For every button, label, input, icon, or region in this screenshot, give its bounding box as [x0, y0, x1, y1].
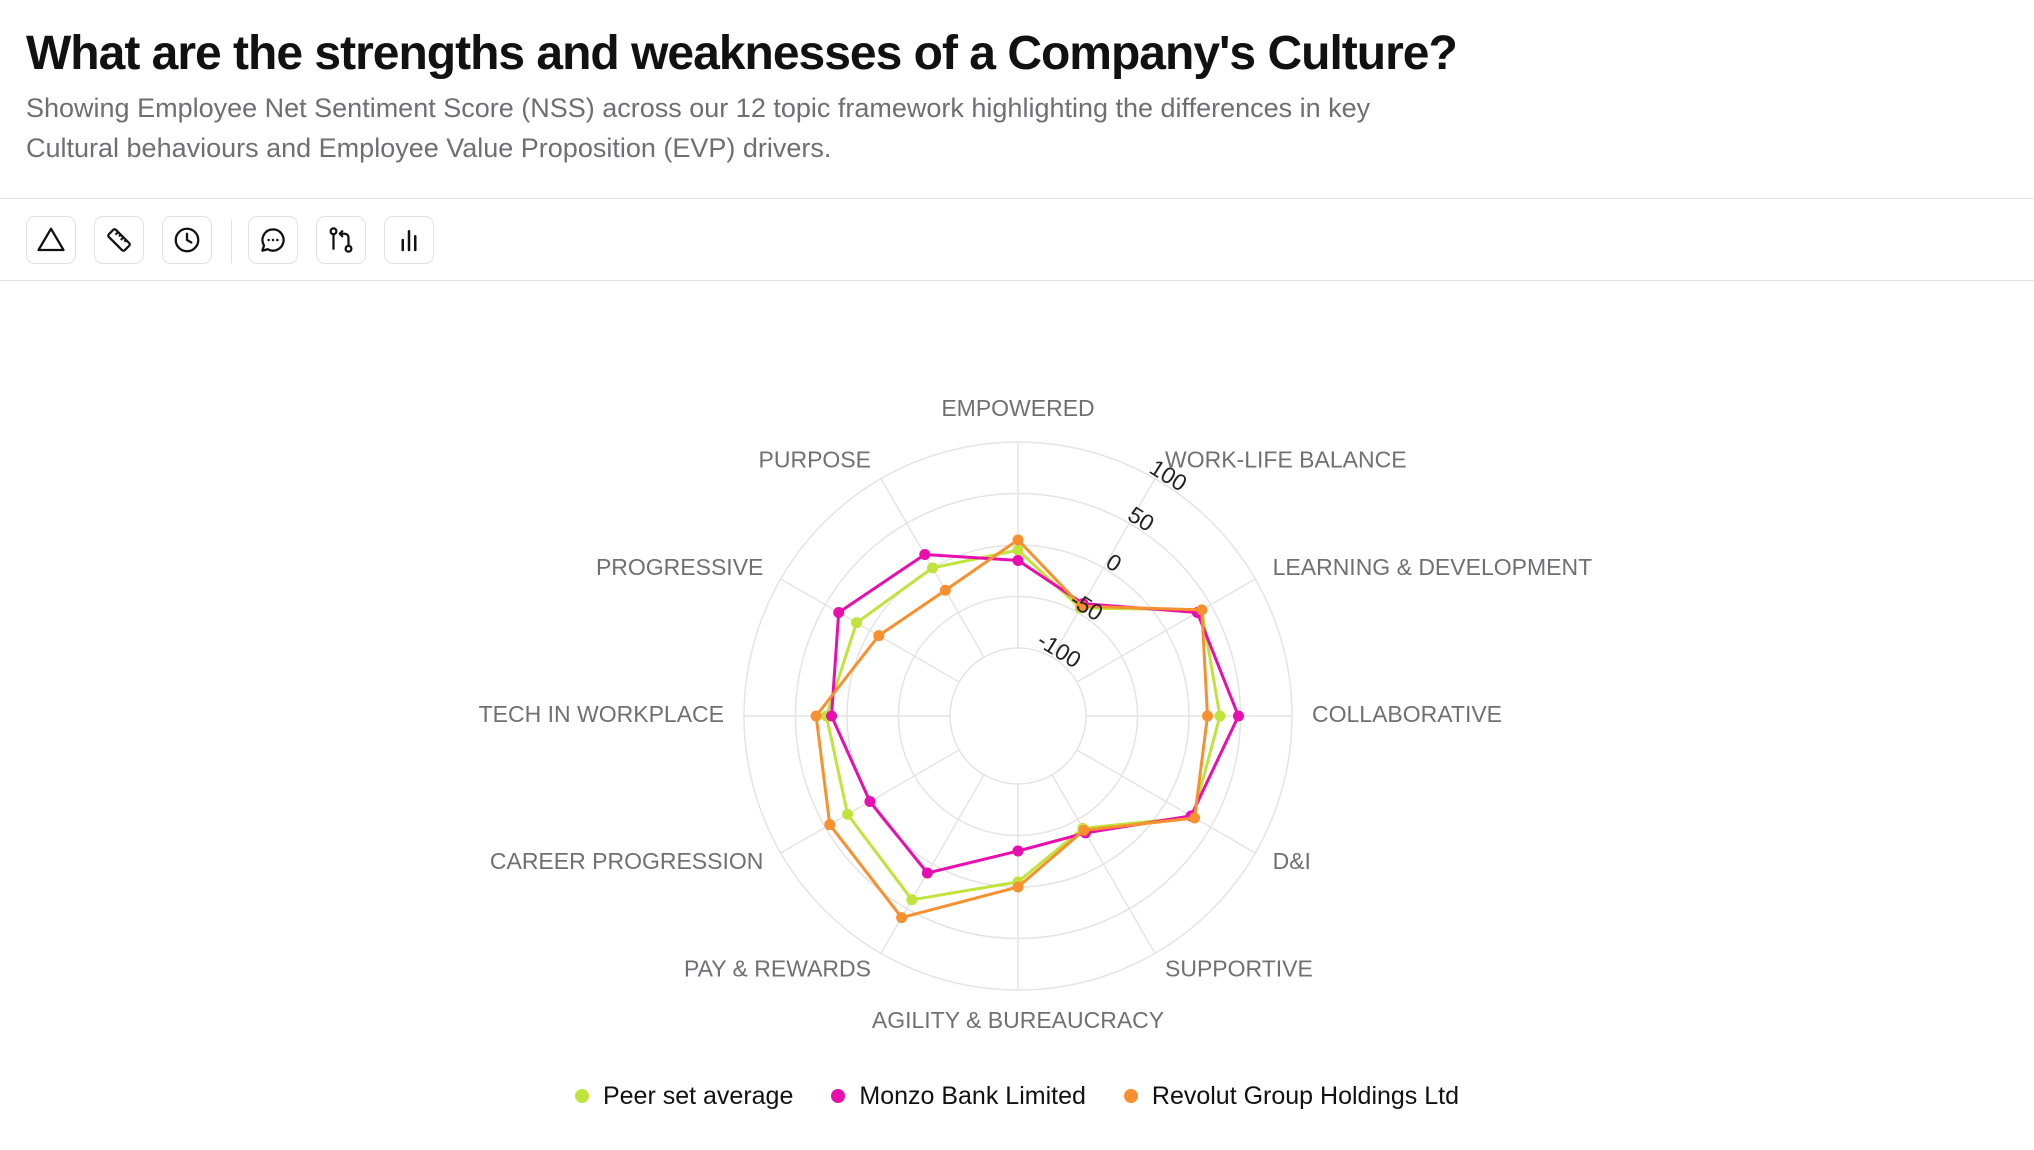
chart-legend: Peer set average Monzo Bank Limited Revolu…	[0, 1076, 2034, 1116]
category-label: PAY & REWARDS	[684, 956, 871, 982]
triangle-icon	[37, 227, 65, 252]
page-title: What are the strengths and weaknesses of…	[26, 27, 1458, 80]
data-point[interactable]	[842, 808, 854, 820]
bar-chart-icon	[401, 230, 417, 252]
data-point[interactable]	[1078, 824, 1090, 836]
radial-tick-label: 50	[1123, 501, 1158, 537]
data-point[interactable]	[1012, 544, 1024, 556]
data-point[interactable]	[826, 710, 838, 722]
legend-label: Peer set average	[602, 1081, 794, 1110]
category-label: TECH IN WORKPLACE	[479, 701, 724, 727]
data-point[interactable]	[1012, 845, 1024, 857]
grid-spoke	[1051, 478, 1156, 658]
data-point[interactable]	[939, 584, 951, 596]
category-label: COLLABORATIVE	[1312, 701, 1502, 727]
legend-label: Revolut Group Holdings Ltd	[1151, 1081, 1460, 1110]
data-point[interactable]	[824, 819, 836, 831]
bar-chart-button[interactable]	[384, 216, 434, 264]
clock-icon	[174, 227, 200, 253]
comments-button[interactable]	[248, 216, 298, 264]
grid-spoke	[1076, 749, 1256, 854]
data-point[interactable]	[919, 549, 931, 561]
git-compare-icon	[329, 227, 353, 253]
radial-tick-label: -50	[1066, 586, 1108, 626]
measure-button[interactable]	[94, 216, 144, 264]
legend-label: Monzo Bank Limited	[859, 1081, 1086, 1110]
data-point[interactable]	[833, 606, 845, 618]
category-label: PROGRESSIVE	[596, 554, 763, 580]
history-button[interactable]	[162, 216, 212, 264]
data-point[interactable]	[896, 912, 908, 924]
comment-icon	[261, 228, 285, 252]
radial-tick-label: -100	[1033, 627, 1086, 673]
toolbar-divider	[231, 219, 232, 263]
data-point[interactable]	[851, 617, 863, 629]
radar-series	[810, 534, 1244, 924]
grid-spoke	[1076, 578, 1256, 683]
data-point[interactable]	[1012, 534, 1024, 546]
radial-tick-label: 0	[1102, 548, 1127, 577]
data-point[interactable]	[1196, 604, 1208, 616]
legend-swatch	[574, 1089, 589, 1103]
data-point[interactable]	[1075, 600, 1087, 612]
legend-swatch	[831, 1089, 846, 1103]
legend-swatch	[1123, 1089, 1138, 1103]
data-point[interactable]	[1214, 710, 1226, 722]
data-point[interactable]	[1202, 710, 1214, 722]
data-point[interactable]	[864, 796, 876, 807]
compare-button[interactable]	[316, 216, 366, 264]
chart-toolbar	[0, 199, 2034, 281]
category-label: D&I	[1273, 848, 1311, 874]
grid-spoke	[1051, 774, 1156, 954]
legend-item[interactable]: Monzo Bank Limited	[831, 1076, 1086, 1116]
category-label: EMPOWERED	[941, 395, 1094, 421]
category-label: PURPOSE	[759, 446, 871, 472]
data-point[interactable]	[1189, 812, 1201, 824]
data-point[interactable]	[921, 867, 933, 879]
category-label: LEARNING & DEVELOPMENT	[1273, 554, 1593, 580]
data-point[interactable]	[1012, 881, 1024, 893]
data-point[interactable]	[810, 710, 822, 722]
series-line	[824, 548, 1222, 902]
category-label: AGILITY & BUREAUCRACY	[872, 1007, 1164, 1033]
grid-spoke	[880, 774, 985, 954]
category-label: CAREER PROGRESSION	[490, 848, 764, 874]
data-point[interactable]	[873, 630, 885, 642]
alert-button[interactable]	[26, 216, 76, 264]
category-label: SUPPORTIVE	[1165, 956, 1313, 982]
series-line	[830, 553, 1240, 875]
category-label: WORK-LIFE BALANCE	[1165, 446, 1407, 472]
data-point[interactable]	[927, 562, 938, 574]
legend-item[interactable]: Peer set average	[574, 1076, 794, 1116]
page-subtitle: Showing Employee Net Sentiment Score (NS…	[26, 93, 1371, 163]
data-point[interactable]	[1232, 710, 1244, 722]
data-point[interactable]	[906, 894, 918, 906]
legend-item[interactable]: Revolut Group Holdings Ltd	[1123, 1076, 1460, 1116]
data-point[interactable]	[1012, 554, 1024, 566]
ruler-icon	[107, 228, 131, 252]
grid-spoke	[780, 578, 960, 683]
header: What are the strengths and weaknesses of…	[0, 0, 2034, 199]
